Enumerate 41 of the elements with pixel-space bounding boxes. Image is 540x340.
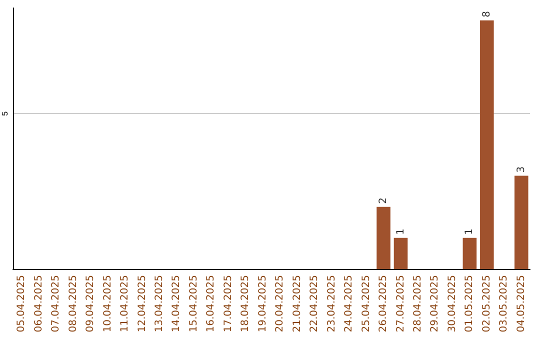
x-tick-label: 18.04.2025 — [240, 275, 252, 332]
x-tick-label: 14.04.2025 — [171, 275, 182, 332]
x-tick-label: 23.04.2025 — [326, 275, 338, 332]
x-tick-label: 04.05.2025 — [516, 275, 527, 332]
x-tick-label: 27.04.2025 — [395, 275, 406, 332]
data-label: 1 — [395, 228, 406, 235]
x-tick-label: 28.04.2025 — [412, 275, 424, 332]
x-tick-label: 01.05.2025 — [464, 275, 476, 332]
x-tick-label: 20.04.2025 — [274, 275, 286, 332]
x-tick-label: 30.04.2025 — [446, 275, 458, 332]
x-tick-label: 29.04.2025 — [430, 275, 441, 332]
x-tick-label: 02.05.2025 — [481, 275, 492, 332]
x-tick-label: 15.04.2025 — [188, 275, 200, 332]
bar — [480, 20, 494, 269]
x-tick-label: 08.04.2025 — [68, 275, 79, 332]
x-tick-label: 03.05.2025 — [498, 275, 510, 332]
x-tick-label: 16.04.2025 — [206, 275, 217, 332]
x-tick-label: 06.04.2025 — [33, 275, 44, 332]
x-tick-label: 07.04.2025 — [50, 275, 62, 332]
bar — [514, 176, 528, 269]
data-label: 8 — [481, 11, 492, 18]
data-label: 2 — [378, 197, 390, 204]
bar — [376, 206, 390, 269]
x-tick-label: 17.04.2025 — [222, 275, 234, 332]
bar — [394, 238, 408, 269]
x-tick-label: 19.04.2025 — [257, 275, 268, 332]
x-tick-label: 05.04.2025 — [16, 275, 28, 332]
data-label: 3 — [516, 166, 527, 173]
x-tick-label: 11.04.2025 — [120, 275, 131, 332]
x-tick-label: 26.04.2025 — [378, 275, 390, 332]
data-label: 1 — [464, 228, 476, 235]
x-tick-label: 24.04.2025 — [344, 275, 355, 332]
x-tick-label: 21.04.2025 — [292, 275, 303, 332]
x-tick-label: 09.04.2025 — [85, 275, 96, 332]
bar — [462, 238, 477, 269]
x-tick-label: 13.04.2025 — [154, 275, 165, 332]
y-tick-label: 5 — [0, 110, 10, 116]
x-tick-label: 25.04.2025 — [360, 275, 372, 332]
x-tick-label: 22.04.2025 — [309, 275, 320, 332]
x-tick-label: 12.04.2025 — [136, 275, 148, 332]
x-tick-label: 10.04.2025 — [102, 275, 114, 332]
